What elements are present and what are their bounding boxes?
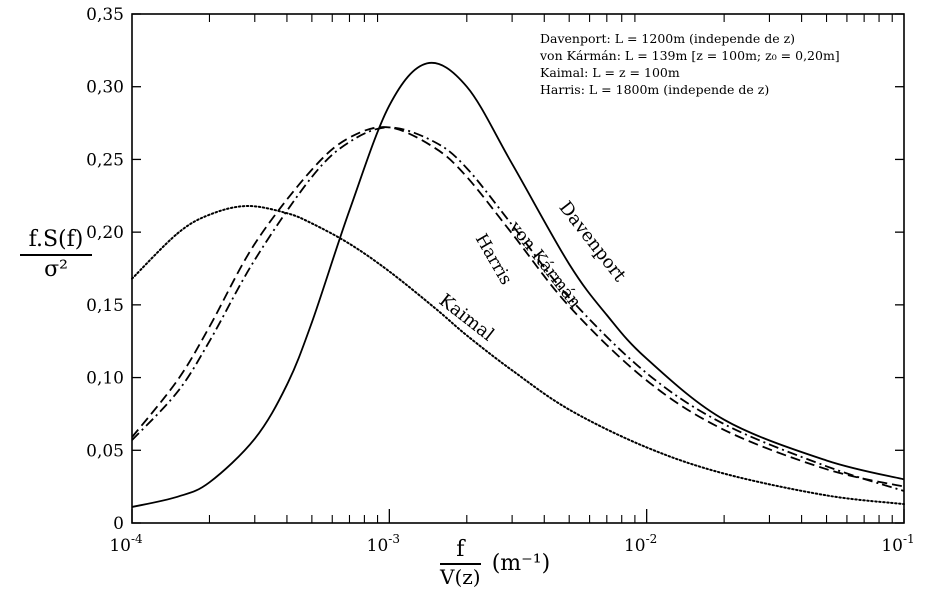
y-tick-label: 0,25 [86, 150, 124, 170]
legend-entry-kaimal: Kaimal: L = z = 100m [540, 65, 680, 80]
y-label-denominator: σ² [44, 257, 68, 282]
y-tick-label: 0,15 [86, 296, 124, 316]
x-axis-label: f V(z) (m⁻¹) [440, 538, 550, 588]
x-label-numerator: f [456, 537, 465, 562]
legend-entry-davenport: Davenport: L = 1200m (independe de z) [540, 31, 796, 46]
x-tick-label: 10-2 [624, 532, 657, 556]
y-tick-label: 0 [113, 514, 124, 534]
y-tick-label: 0,35 [86, 5, 124, 25]
curve-label-kaimal: Kaimal [435, 290, 498, 346]
x-tick-label: 10-3 [367, 532, 400, 556]
plot-border [131, 13, 905, 524]
y-axis-label: f.S(f) σ² [6, 228, 106, 282]
legend-entry-harris: Harris: L = 1800m (independe de z) [540, 82, 770, 97]
x-label-denominator: V(z) [440, 565, 481, 589]
x-tick-label: 10-1 [881, 532, 914, 556]
x-label-fraction-bar [440, 563, 481, 565]
curve-label-harris: Harris [471, 231, 516, 289]
x-label-unit: (m⁻¹) [491, 550, 551, 576]
y-tick-label: 0,10 [86, 369, 124, 389]
x-axis: 10-4 10-3 10-2 10-1 [109, 14, 915, 556]
legend: Davenport: L = 1200m (independe de z) vo… [540, 30, 840, 98]
series-von-k-rm-n [131, 126, 905, 488]
y-tick-label: 0,05 [86, 441, 124, 461]
plot-frame [131, 13, 905, 524]
y-tick-label: 0,30 [86, 78, 124, 98]
legend-entry-von-karman: von Kármán: L = 139m [z = 100m; z₀ = 0,2… [540, 48, 840, 63]
y-tick-label: 0,20 [86, 223, 124, 243]
series-davenport [131, 61, 905, 508]
series-kaimal [131, 204, 905, 506]
series-group [131, 61, 905, 508]
x-label-fraction: f V(z) [440, 538, 481, 588]
x-tick-label: 10-4 [109, 532, 143, 556]
y-label-fraction-bar [20, 254, 92, 256]
y-axis: 0 0,05 0,10 0,15 0,20 0,25 0,30 0,35 [86, 5, 904, 534]
series-harris [131, 126, 905, 492]
curve-label-davenport: Davenport [555, 197, 631, 286]
y-label-numerator: f.S(f) [28, 227, 84, 252]
